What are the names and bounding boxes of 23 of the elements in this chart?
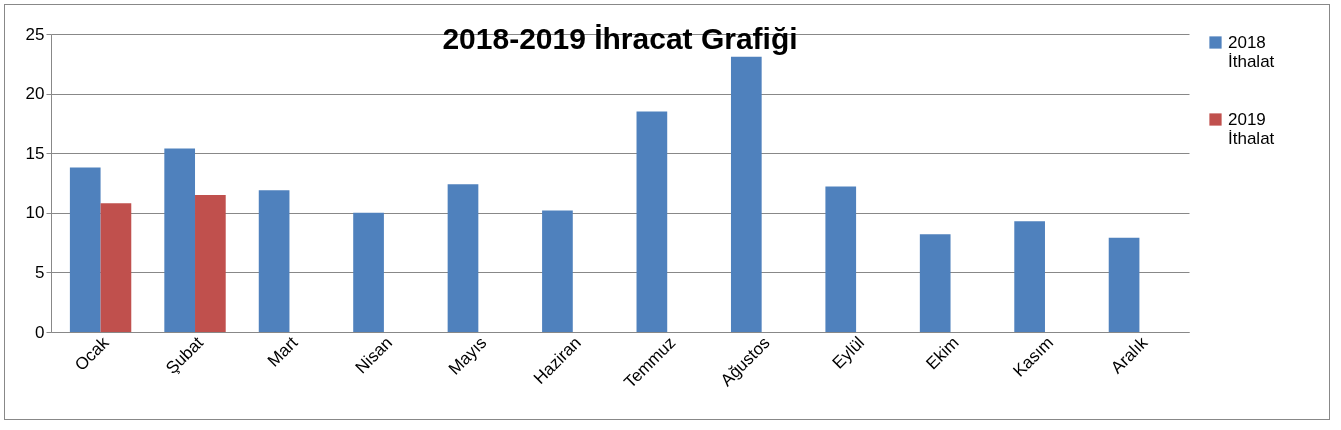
chart-title: 2018-2019 İhracat Grafiği — [442, 22, 798, 55]
bar — [825, 186, 857, 332]
bar — [447, 184, 479, 332]
y-tick-label: 10 — [25, 203, 45, 223]
bar — [164, 148, 196, 332]
bar — [69, 167, 101, 332]
bar — [919, 234, 951, 332]
y-tick-label: 5 — [35, 262, 45, 282]
bar — [195, 194, 226, 332]
bar — [100, 203, 132, 332]
bar — [542, 210, 573, 332]
bar — [1014, 221, 1045, 332]
legend-label: 2018 İthalat — [1228, 32, 1275, 71]
bar — [258, 190, 290, 332]
y-tick-label: 20 — [25, 84, 45, 104]
legend-label: 2019 İthalat — [1228, 109, 1275, 148]
y-tick-label: 25 — [25, 24, 45, 44]
bar — [353, 212, 384, 332]
bar — [636, 111, 668, 332]
y-tick-label: 0 — [35, 322, 45, 342]
bar — [1108, 237, 1140, 332]
bar — [730, 56, 762, 332]
y-tick-label: 15 — [25, 143, 45, 163]
